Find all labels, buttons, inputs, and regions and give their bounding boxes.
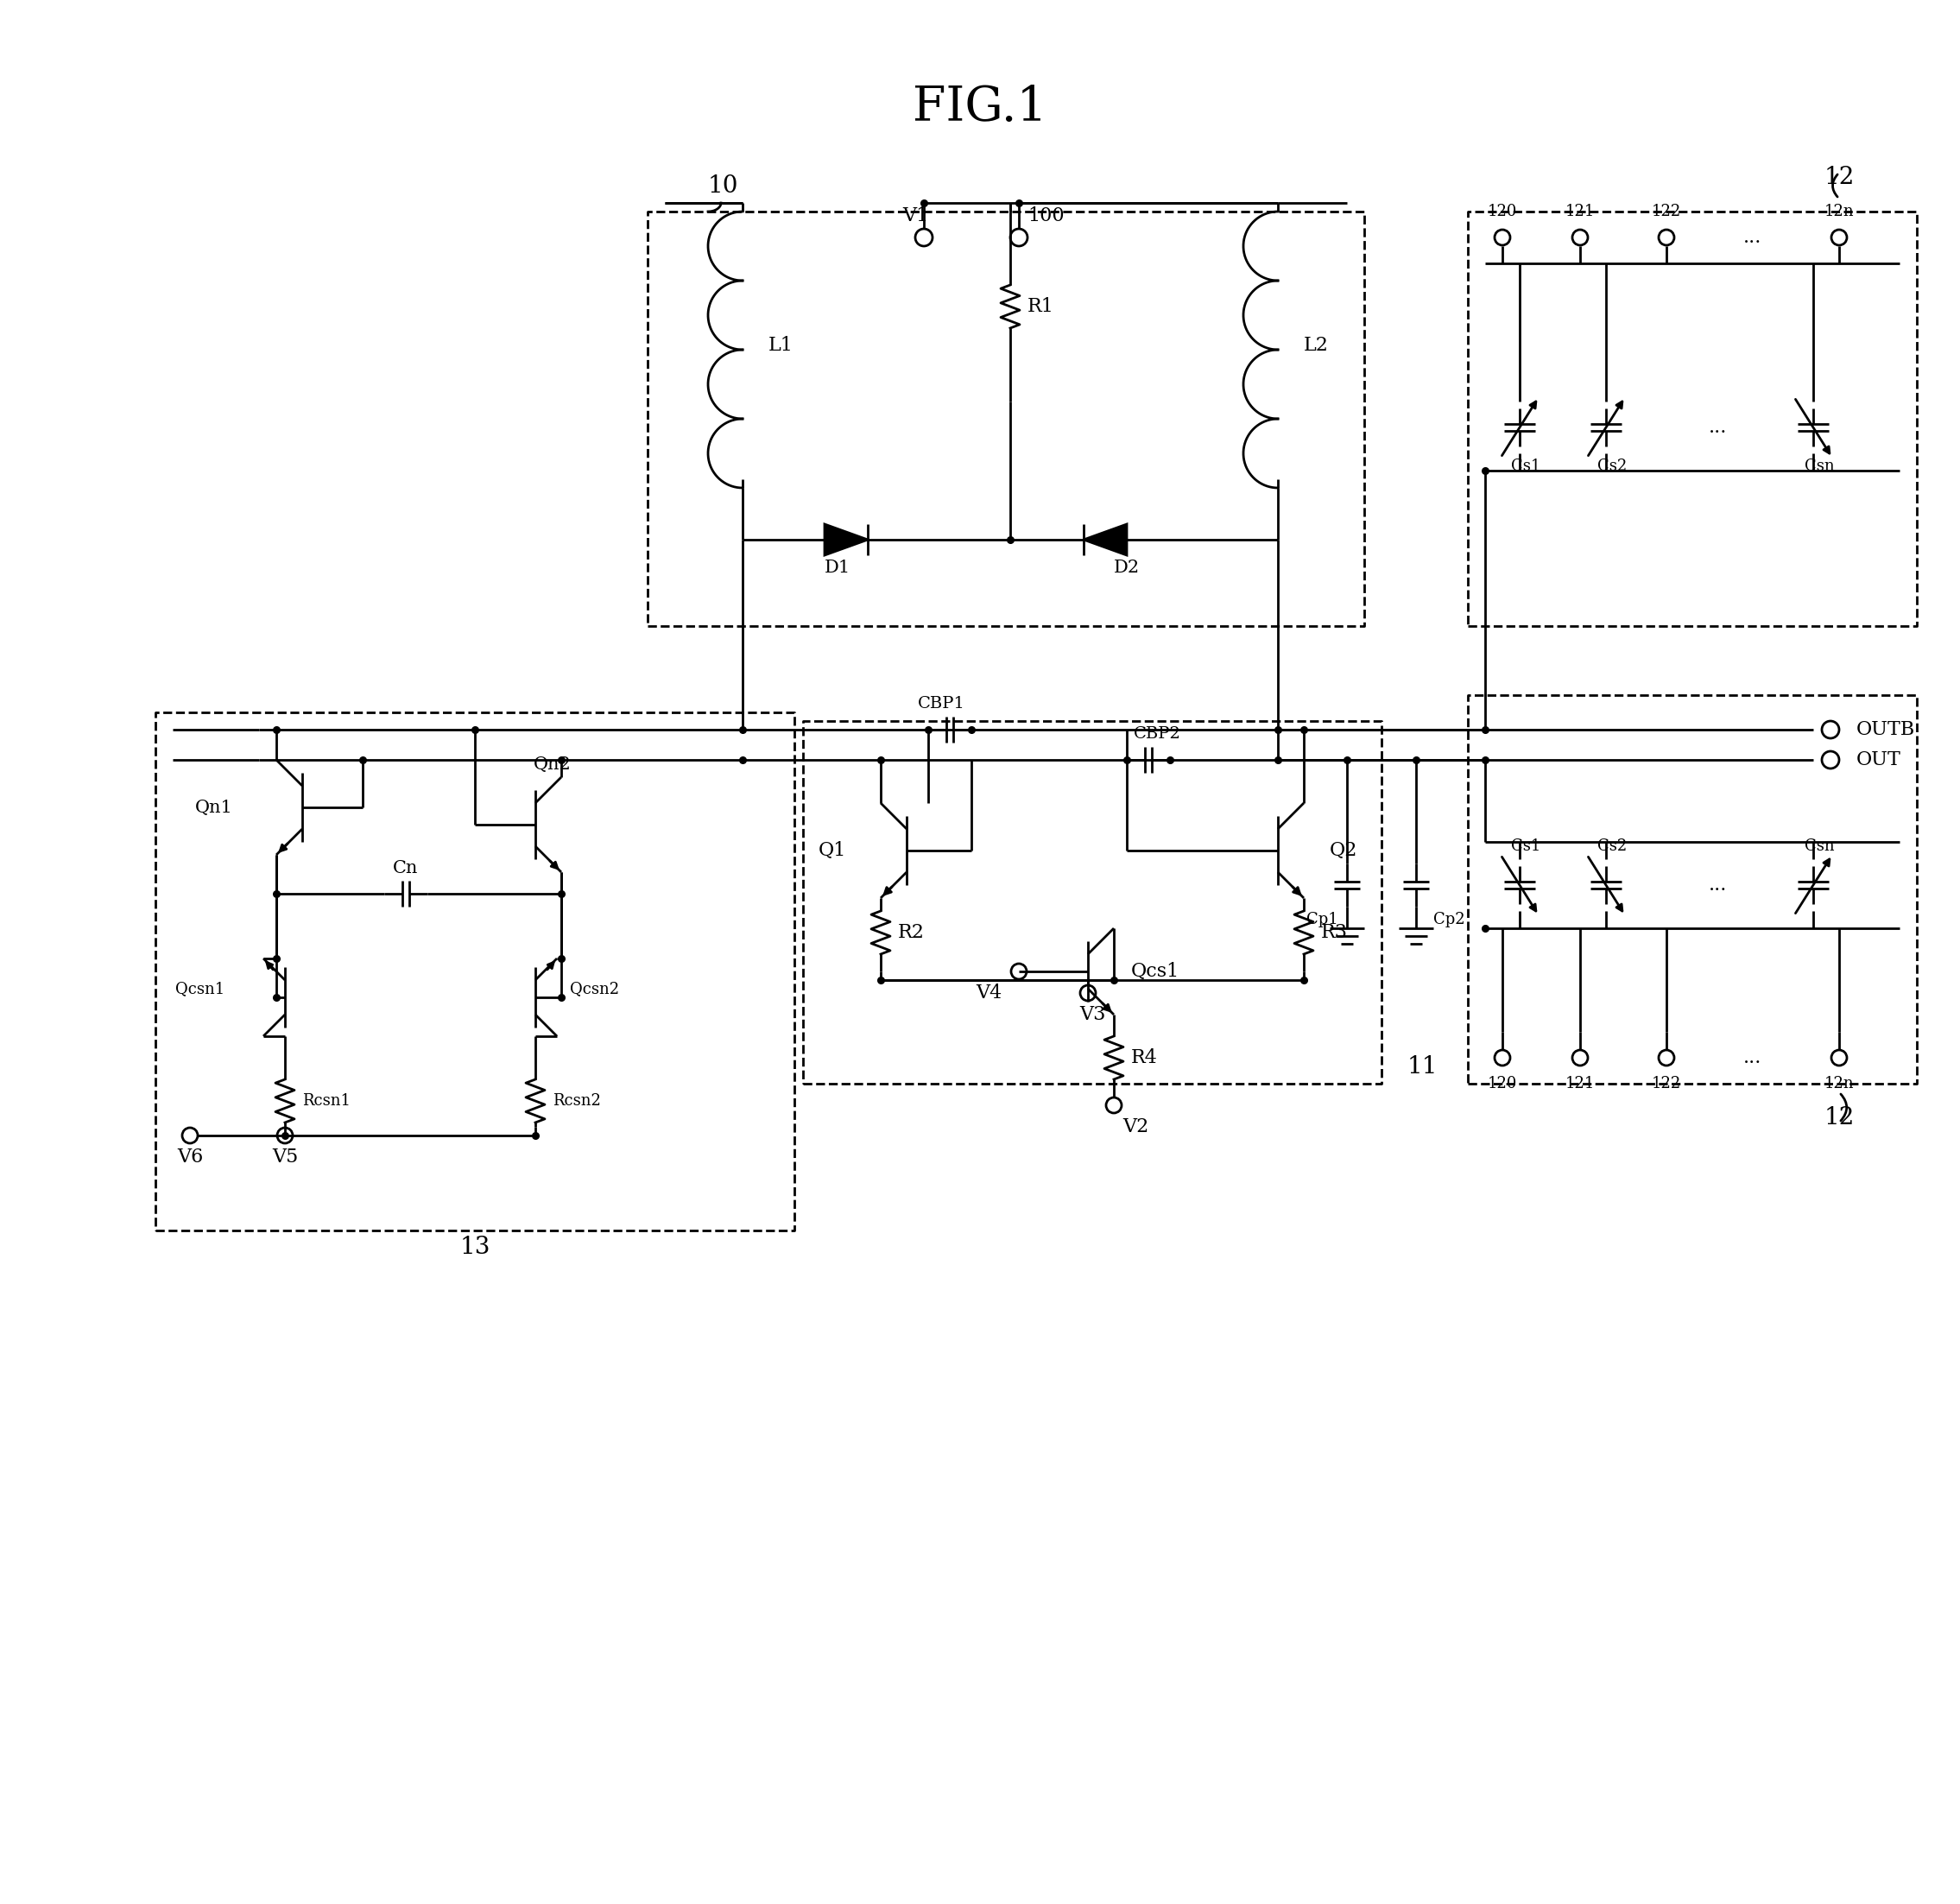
Text: V3: V3: [1080, 1005, 1105, 1024]
Text: V1: V1: [902, 206, 929, 225]
Text: D1: D1: [825, 560, 851, 575]
Text: 10: 10: [708, 173, 739, 198]
Text: Cp1: Cp1: [1307, 912, 1339, 927]
Text: CBP1: CBP1: [917, 697, 964, 712]
Text: R1: R1: [1027, 297, 1054, 316]
Text: 11: 11: [1407, 1055, 1439, 1078]
Text: FIG.1: FIG.1: [913, 84, 1047, 131]
Text: 121: 121: [1566, 204, 1595, 219]
Text: V5: V5: [272, 1148, 298, 1167]
Text: Qcsn1: Qcsn1: [174, 981, 225, 996]
Text: Q1: Q1: [817, 842, 847, 861]
Text: OUTB: OUTB: [1856, 720, 1915, 739]
Text: Rcsn2: Rcsn2: [553, 1093, 602, 1108]
Text: 12: 12: [1825, 1106, 1854, 1129]
Text: Qcs1: Qcs1: [1131, 962, 1180, 981]
Text: 122: 122: [1652, 1076, 1682, 1091]
Text: Rcsn1: Rcsn1: [302, 1093, 351, 1108]
Polygon shape: [825, 524, 868, 556]
Text: Cs1: Cs1: [1511, 459, 1541, 474]
Text: 12n: 12n: [1825, 204, 1854, 219]
Polygon shape: [1084, 524, 1127, 556]
Text: 100: 100: [1027, 206, 1064, 225]
Text: Qn1: Qn1: [196, 800, 233, 815]
Text: V6: V6: [176, 1148, 204, 1167]
Text: CBP2: CBP2: [1133, 725, 1180, 743]
Text: 122: 122: [1652, 204, 1682, 219]
Text: 120: 120: [1488, 1076, 1517, 1091]
Text: 12: 12: [1825, 166, 1854, 188]
Text: Csn: Csn: [1805, 459, 1835, 474]
Text: Csn: Csn: [1805, 838, 1835, 855]
Text: L1: L1: [768, 335, 794, 354]
Text: Qcsn2: Qcsn2: [570, 981, 619, 996]
Text: OUT: OUT: [1856, 750, 1901, 769]
Text: R2: R2: [898, 923, 925, 942]
Text: ...: ...: [1709, 419, 1727, 436]
Text: D2: D2: [1113, 560, 1141, 575]
Text: Cs2: Cs2: [1597, 459, 1627, 474]
Text: Q2: Q2: [1329, 842, 1358, 861]
Text: Qn2: Qn2: [533, 756, 572, 773]
Text: R3: R3: [1321, 923, 1348, 942]
Text: 120: 120: [1488, 204, 1517, 219]
Text: R4: R4: [1131, 1049, 1158, 1068]
Text: V2: V2: [1123, 1118, 1149, 1137]
Text: ...: ...: [1744, 228, 1762, 248]
Text: 13: 13: [459, 1236, 490, 1259]
Text: 12n: 12n: [1825, 1076, 1854, 1091]
Text: Cs1: Cs1: [1511, 838, 1541, 855]
Text: Cp2: Cp2: [1433, 912, 1464, 927]
Text: ...: ...: [1744, 1049, 1762, 1068]
Text: Cn: Cn: [394, 859, 419, 876]
Text: 121: 121: [1566, 1076, 1595, 1091]
Text: V4: V4: [976, 984, 1002, 1003]
Text: Cs2: Cs2: [1597, 838, 1627, 855]
Text: ...: ...: [1709, 876, 1727, 895]
Text: L2: L2: [1303, 335, 1329, 354]
